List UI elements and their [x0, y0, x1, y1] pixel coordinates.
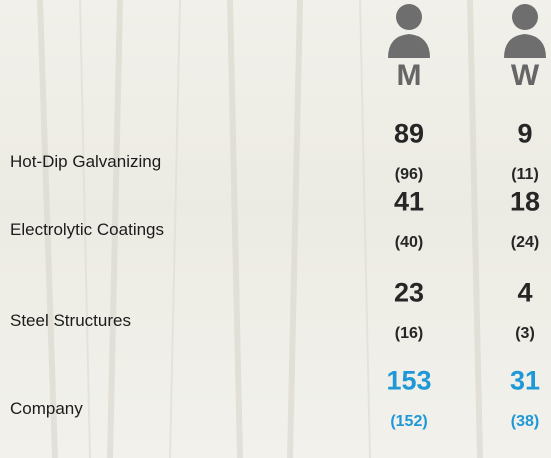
person-icon — [388, 4, 430, 58]
row-label: Hot-Dip Galvanizing — [10, 152, 161, 172]
previous-value: (152) — [369, 413, 449, 431]
value: 4 — [485, 278, 551, 309]
previous-value: (38) — [485, 413, 551, 431]
previous-value: (11) — [485, 166, 551, 184]
value: 89 — [369, 119, 449, 150]
value: 23 — [369, 278, 449, 309]
column-letter: W — [495, 59, 551, 93]
person-icon — [504, 4, 546, 58]
value: 153 — [369, 366, 449, 397]
row-label: Steel Structures — [10, 311, 131, 331]
previous-value: (24) — [485, 234, 551, 252]
column-letter: M — [379, 59, 439, 93]
value: 18 — [485, 187, 551, 218]
value: 31 — [485, 366, 551, 397]
value: 41 — [369, 187, 449, 218]
previous-value: (16) — [369, 325, 449, 343]
page: M W Hot-Dip Galvanizing 89 (96) 9 (11) Electrol… — [0, 0, 551, 458]
value: 9 — [485, 119, 551, 150]
row-label: Electrolytic Coatings — [10, 220, 164, 240]
row-label: Company — [10, 399, 83, 419]
previous-value: (40) — [369, 234, 449, 252]
previous-value: (96) — [369, 166, 449, 184]
previous-value: (3) — [485, 325, 551, 343]
